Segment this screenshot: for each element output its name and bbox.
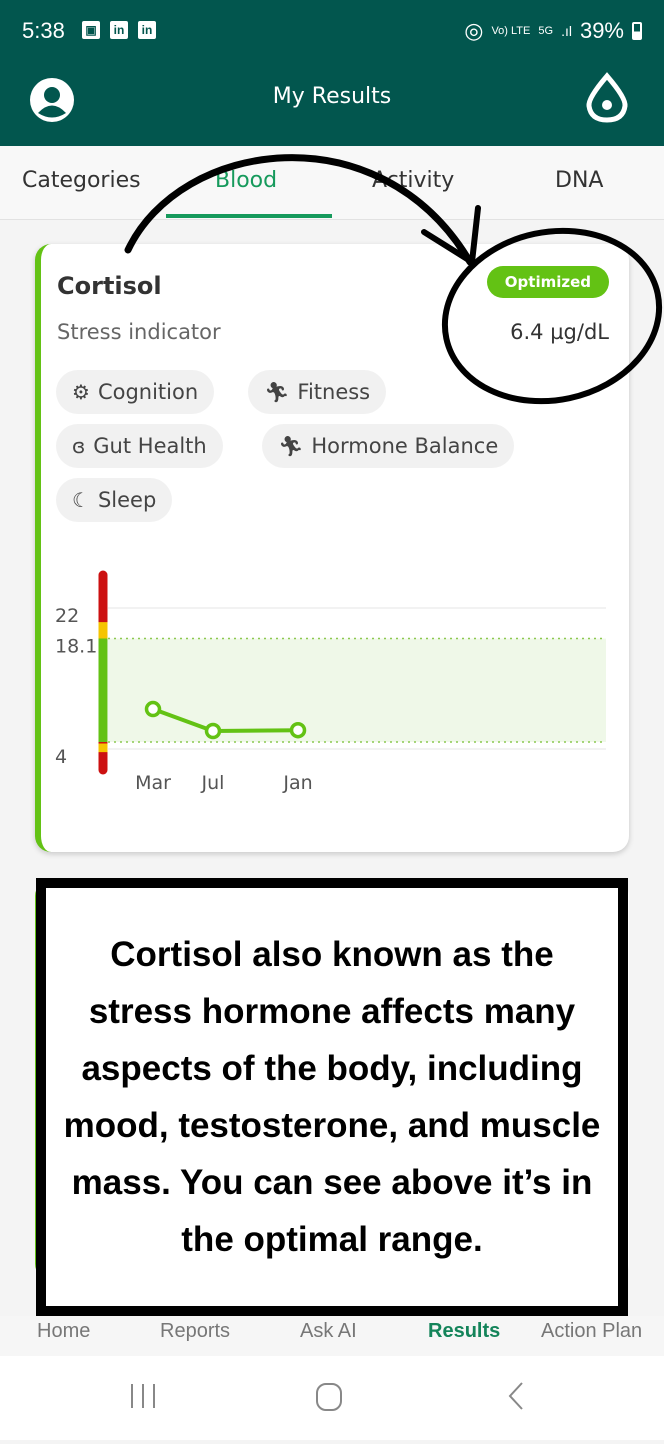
nav-results[interactable]: Results xyxy=(428,1320,501,1342)
home-button[interactable] xyxy=(316,1383,342,1411)
annotation-text: Cortisol also known as the stress hormon… xyxy=(63,935,601,1259)
gears-icon: ⚙ xyxy=(72,380,90,404)
status-bar: 5:38 ▣ in in ◎ Vo) LTE 5G .ıl 39% xyxy=(0,0,664,62)
y-tick-label: 4 xyxy=(55,746,67,768)
app-bar: My Results xyxy=(0,62,664,146)
tab-dna[interactable]: DNA xyxy=(555,168,604,193)
chip-cognition[interactable]: ⚙ Cognition xyxy=(56,370,215,414)
x-tick-label: Jan xyxy=(282,772,312,794)
volte-icon: Vo) LTE xyxy=(491,25,531,37)
battery-icon xyxy=(632,22,642,40)
drop-icon[interactable] xyxy=(584,72,630,124)
tab-activity[interactable]: Activity xyxy=(372,168,455,193)
bottom-nav: Home Reports Ask AI Results Action Plan xyxy=(0,1316,664,1356)
annotation-textbox: Cortisol also known as the stress hormon… xyxy=(36,878,628,1316)
x-tick-label: Mar xyxy=(135,772,171,794)
network-type: 5G xyxy=(538,25,554,37)
biomarker-subtitle: Stress indicator xyxy=(57,320,221,344)
chip-label: Gut Health xyxy=(93,434,207,458)
system-nav-bar xyxy=(0,1356,664,1440)
moon-icon: ☾ xyxy=(72,488,90,512)
biomarker-name: Cortisol xyxy=(57,272,162,300)
y-tick-label: 18.1 xyxy=(55,636,97,658)
nav-ask-ai[interactable]: Ask AI xyxy=(300,1320,357,1342)
active-tab-indicator xyxy=(166,214,332,218)
chip-sleep[interactable]: ☾ Sleep xyxy=(56,478,173,522)
y-tick-label: 22 xyxy=(55,605,79,627)
running-icon: 🏃︎ xyxy=(278,434,304,458)
chip-gut-health[interactable]: ɞ Gut Health xyxy=(56,424,223,468)
data-point xyxy=(144,700,162,718)
clock: 5:38 xyxy=(22,18,65,43)
data-point xyxy=(204,722,222,740)
cortisol-chart: 22 18.1 4 Mar Jul Jan xyxy=(55,570,606,794)
battery-percent: 39% xyxy=(579,18,624,43)
nav-home[interactable]: Home xyxy=(37,1320,91,1342)
chip-label: Sleep xyxy=(97,488,157,512)
chip-label: Hormone Balance xyxy=(311,434,499,458)
back-button[interactable] xyxy=(508,1382,523,1410)
nav-reports[interactable]: Reports xyxy=(160,1320,231,1342)
chip-fitness[interactable]: 🏃︎ Fitness xyxy=(248,370,387,414)
data-point xyxy=(289,721,307,739)
cortisol-card[interactable]: Cortisol Stress indicator Optimized 6.4 … xyxy=(35,244,629,852)
gallery-icon: ▣ xyxy=(82,21,100,39)
running-icon: 🏃︎ xyxy=(264,380,290,404)
hotspot-icon: ◎ xyxy=(464,18,484,43)
chip-hormone-balance[interactable]: 🏃︎ Hormone Balance xyxy=(262,424,515,468)
page-title: My Results xyxy=(272,84,392,109)
optimal-band xyxy=(108,638,606,742)
stomach-icon: ɞ xyxy=(72,434,86,458)
linkedin-icon: in xyxy=(138,21,156,39)
signal-icon: .ıl xyxy=(561,23,572,39)
linkedin-icon: in xyxy=(110,21,128,39)
tab-blood[interactable]: Blood xyxy=(215,168,278,193)
tab-bar: Categories Blood Activity DNA xyxy=(0,146,664,220)
nav-action-plan[interactable]: Action Plan xyxy=(541,1320,643,1342)
tab-categories[interactable]: Categories xyxy=(22,168,141,193)
account-icon[interactable] xyxy=(28,76,76,124)
chip-label: Cognition xyxy=(97,380,199,404)
chip-label: Fitness xyxy=(297,380,371,404)
x-tick-label: Jul xyxy=(201,772,225,794)
recents-button[interactable] xyxy=(131,1384,155,1408)
